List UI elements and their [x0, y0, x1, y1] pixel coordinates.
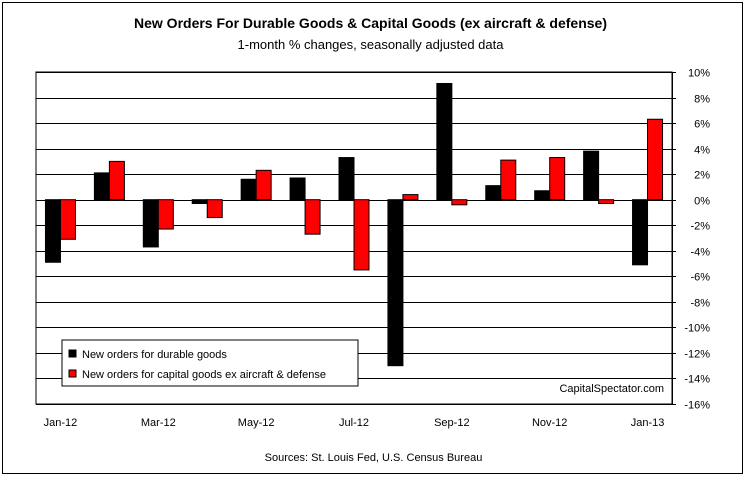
bar-capital-dec-12: [598, 199, 615, 205]
bar-durable-nov-12: [534, 190, 551, 201]
bar-capital-may-12: [255, 169, 272, 201]
bar-durable-mar-12: [142, 199, 159, 248]
bar-durable-dec-12: [583, 150, 600, 201]
y-tick-label: -8%: [690, 298, 710, 310]
bar-capital-oct-12: [500, 159, 517, 201]
bar-durable-oct-12: [485, 185, 502, 201]
chart-subtitle: 1-month % changes, seasonally adjusted d…: [237, 37, 504, 52]
y-tick-label: -4%: [690, 247, 710, 259]
bar-durable-jun-12: [289, 177, 306, 201]
bar-capital-jun-12: [304, 199, 321, 235]
bar-capital-nov-12: [549, 157, 566, 201]
bar-durable-aug-12: [387, 199, 404, 367]
bar-capital-jul-12: [353, 199, 370, 271]
legend-swatch-durable: [68, 349, 77, 358]
bar-durable-jan-13: [632, 199, 649, 266]
bar-capital-feb-12: [108, 160, 125, 201]
bar-durable-sep-12: [436, 82, 453, 201]
bar-capital-apr-12: [206, 199, 223, 219]
y-tick-label: 8%: [694, 94, 710, 106]
chart-title: New Orders For Durable Goods & Capital G…: [134, 15, 607, 31]
watermark-text: CapitalSpectator.com: [559, 383, 664, 395]
y-tick-label: 6%: [694, 119, 710, 131]
bar-durable-jan-12: [44, 199, 61, 263]
y-tick-label: -12%: [684, 349, 710, 361]
bar-durable-jul-12: [338, 157, 355, 201]
y-tick-label: -14%: [684, 374, 710, 386]
y-tick-label: -6%: [690, 272, 710, 284]
y-tick-label: 10%: [688, 68, 710, 80]
bar-durable-apr-12: [191, 199, 208, 205]
x-tick-label: Jan-13: [631, 417, 665, 429]
bar-capital-aug-12: [402, 194, 419, 201]
y-tick-label: 4%: [694, 145, 710, 157]
y-tick-label: -10%: [684, 323, 710, 335]
legend-label-capital: New orders for capital goods ex aircraft…: [82, 369, 326, 381]
x-tick-label: Nov-12: [532, 417, 567, 429]
y-axis: 10% 8% 6% 4% 2% 0% -2% -4% -6% -8% -10% -12% -14% -16…: [672, 68, 710, 412]
bar-durable-feb-12: [93, 172, 110, 201]
y-tick-label: -16%: [684, 400, 710, 412]
bars: [44, 82, 664, 367]
source-note: Sources: St. Louis Fed, U.S. Census Bure…: [264, 452, 483, 464]
legend-box: [61, 339, 359, 387]
x-tick-label: Jan-12: [44, 417, 78, 429]
bar-capital-mar-12: [157, 199, 174, 230]
x-tick-label: Mar-12: [141, 417, 176, 429]
x-tick-label: Jul-12: [339, 417, 369, 429]
y-tick-label: 2%: [694, 170, 710, 182]
x-tick-label: Sep-12: [434, 417, 469, 429]
x-axis: Jan-12 Mar-12 May-12 Jul-12 Sep-12 Nov-12 Jan-…: [44, 417, 665, 429]
bar-capital-jan-12: [59, 199, 76, 240]
legend-swatch-capital: [68, 369, 77, 378]
y-tick-label: 0%: [694, 196, 710, 208]
legend-label-durable: New orders for durable goods: [82, 349, 227, 361]
x-tick-label: May-12: [238, 417, 275, 429]
y-tick-label: -2%: [690, 221, 710, 233]
bar-capital-jan-13: [647, 118, 664, 201]
bar-capital-sep-12: [451, 199, 468, 206]
legend: New orders for durable goods New orders …: [61, 339, 359, 387]
bar-durable-may-12: [240, 178, 257, 201]
